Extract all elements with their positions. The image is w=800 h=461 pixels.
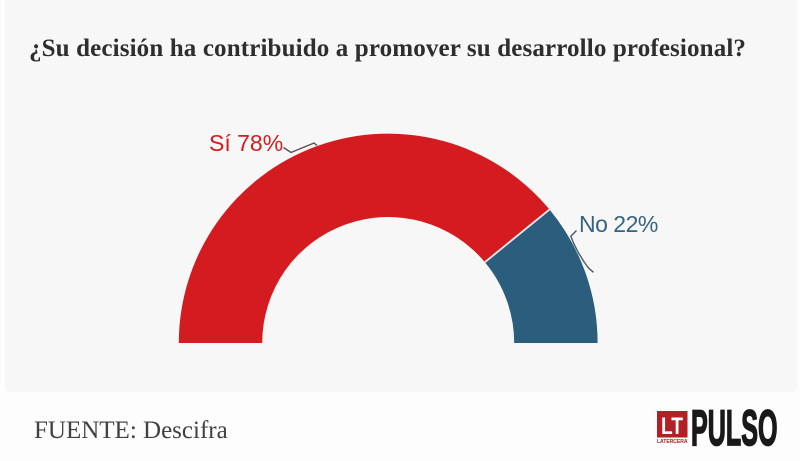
svg-text:LT: LT	[661, 413, 683, 440]
svg-text:LATERCERA: LATERCERA	[657, 439, 688, 445]
svg-text:PULSO: PULSO	[691, 405, 778, 456]
